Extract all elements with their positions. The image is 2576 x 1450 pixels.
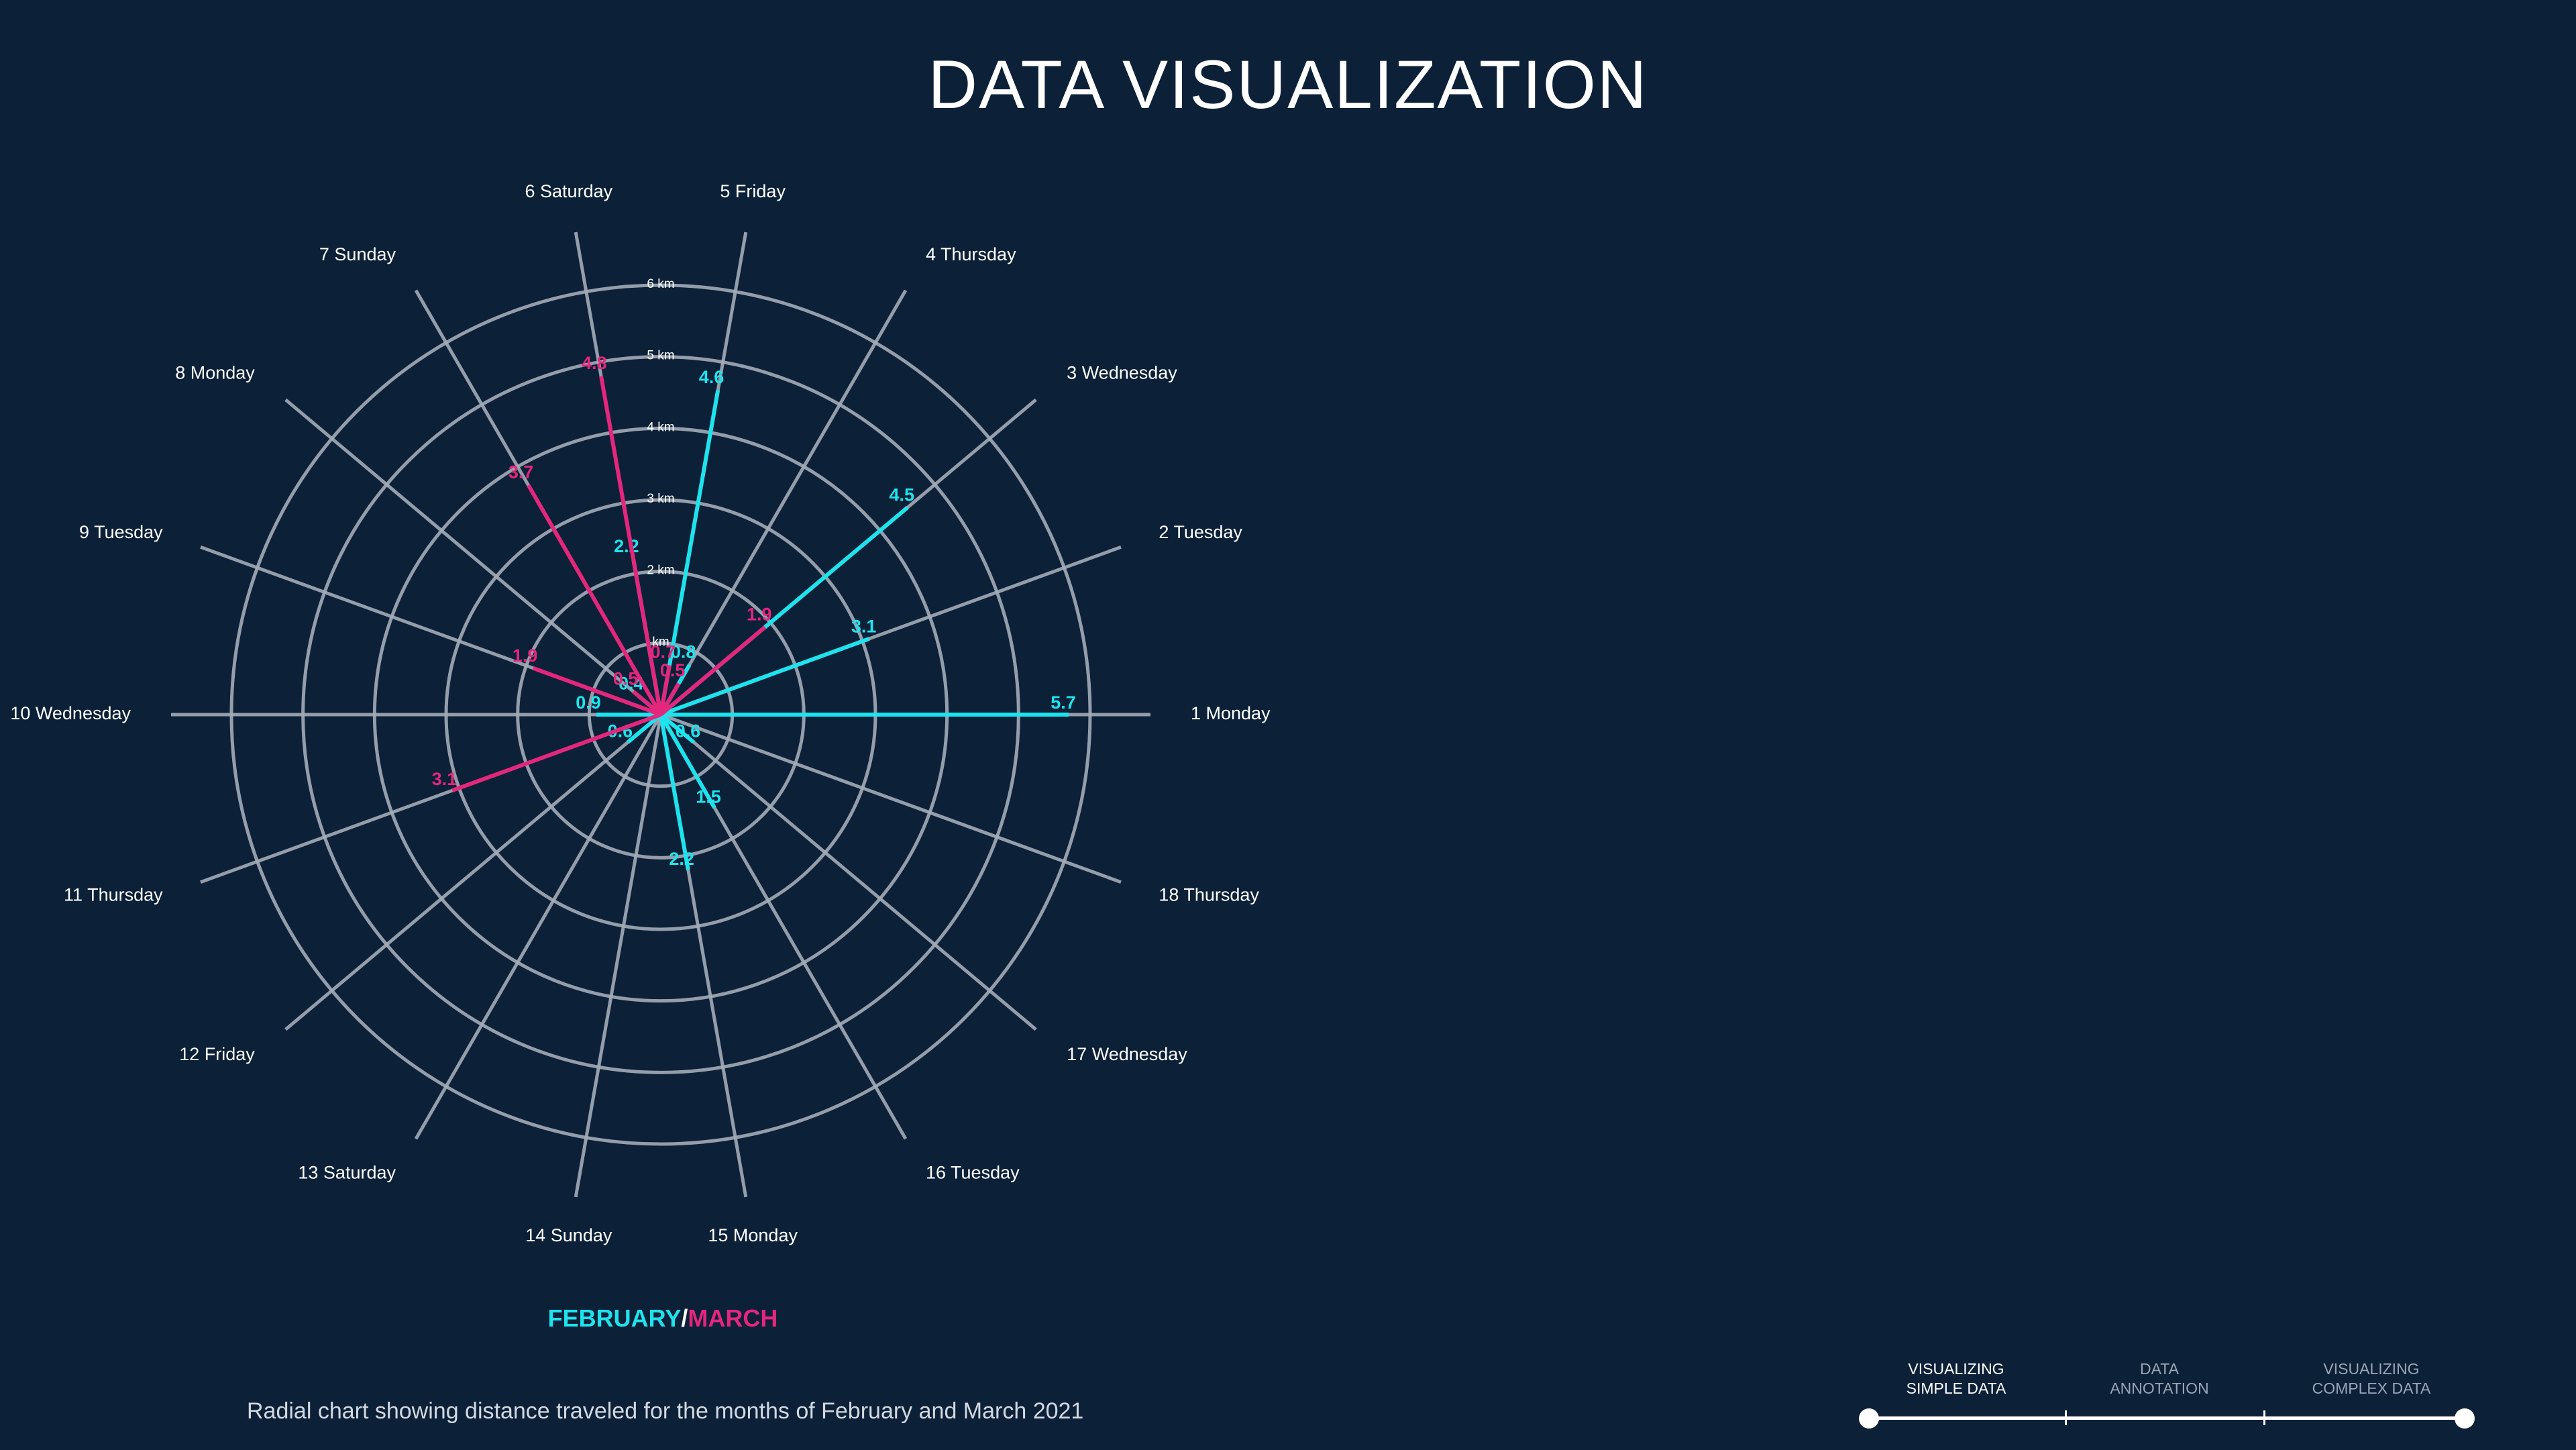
data-bar-march: [659, 664, 672, 715]
grid-spoke: [284, 713, 662, 1031]
nav-step-label-line1: VISUALIZING: [2323, 1360, 2420, 1378]
data-bar-february: [659, 637, 870, 717]
ring-label: 4 km: [647, 420, 674, 434]
progress-track: [1869, 1416, 2465, 1420]
legend-march: MARCH: [688, 1304, 778, 1332]
grid-spoke: [660, 713, 1122, 884]
data-label-march: 0.7: [651, 642, 676, 662]
data-bar-march: [632, 690, 662, 717]
grid-spoke: [659, 713, 1037, 1031]
day-label: 15 Monday: [708, 1225, 798, 1245]
day-label: 2 Tuesday: [1159, 522, 1242, 542]
chart-legend: FEBRUARY/MARCH: [0, 1304, 1326, 1333]
data-label-february: 2.2: [614, 536, 639, 556]
data-label-march: 1.9: [513, 645, 538, 666]
page-title: DATA VISUALIZATION: [928, 46, 1648, 123]
day-label: 7 Sunday: [319, 244, 396, 264]
nav-step-label-line2: SIMPLE DATA: [1906, 1380, 2006, 1397]
day-label: 12 Friday: [179, 1044, 255, 1064]
data-bar-february: [659, 390, 720, 715]
progress-tick: [2263, 1410, 2265, 1425]
data-bar-february: [659, 714, 690, 870]
data-label-february: 4.5: [889, 484, 914, 505]
data-bar-february: [627, 713, 662, 744]
grid-spoke: [284, 398, 662, 716]
progress-start-knob[interactable]: [1859, 1408, 1879, 1429]
data-label-february: 3.1: [851, 616, 877, 636]
data-bar-march: [659, 682, 681, 716]
data-label-march: 4.8: [582, 353, 607, 373]
day-label: 18 Thursday: [1159, 884, 1259, 904]
day-label: 5 Friday: [720, 181, 786, 201]
data-label-february: 0.9: [576, 692, 601, 713]
day-label: 17 Wednesday: [1067, 1044, 1187, 1064]
data-label-march: 3.7: [508, 462, 534, 482]
ring-label: 3 km: [647, 492, 674, 506]
nav-step-label-line2: COMPLEX DATA: [2312, 1380, 2431, 1397]
data-label-february: 2.2: [669, 849, 694, 869]
nav-step-visualizing-complex-data[interactable]: VISUALIZING COMPLEX DATA: [2271, 1359, 2472, 1398]
progress-nav: VISUALIZING SIMPLE DATA DATA ANNOTATION …: [1851, 1355, 2482, 1436]
day-label: 3 Wednesday: [1067, 362, 1177, 382]
progress-tick: [2065, 1410, 2067, 1425]
data-label-february: 1.5: [696, 786, 721, 807]
grid-spoke: [659, 289, 908, 716]
data-label-february: 0.6: [676, 721, 701, 741]
nav-step-label-line2: ANNOTATION: [2110, 1380, 2209, 1397]
data-bar-march: [659, 625, 767, 717]
data-bar-march: [527, 484, 663, 716]
grid-spoke: [414, 713, 663, 1140]
nav-step-visualizing-simple-data[interactable]: VISUALIZING SIMPLE DATA: [1856, 1359, 2057, 1398]
legend-february: FEBRUARY: [547, 1304, 682, 1332]
day-label: 9 Tuesday: [79, 522, 163, 542]
day-label: 16 Tuesday: [926, 1162, 1020, 1182]
nav-step-label-line1: VISUALIZING: [1908, 1360, 2004, 1378]
ring-label: 5 km: [647, 349, 674, 363]
ring-label: 2 km: [647, 564, 674, 578]
data-bar-march: [451, 713, 662, 792]
day-label: 4 Thursday: [926, 244, 1016, 264]
day-label: 10 Wednesday: [10, 703, 131, 723]
data-label-march: 0.5: [613, 669, 639, 689]
day-label: 6 Saturday: [525, 181, 613, 201]
data-bar-march: [532, 666, 662, 717]
nav-step-data-annotation[interactable]: DATA ANNOTATION: [2059, 1359, 2260, 1398]
nav-step-label-line1: DATA: [2140, 1360, 2179, 1378]
data-bar-february: [659, 713, 695, 744]
data-label-march: 0.5: [660, 660, 686, 680]
data-label-february: 5.7: [1051, 692, 1076, 713]
data-label-march: 1.9: [747, 605, 772, 625]
data-bar-march: [599, 376, 663, 715]
day-label: 13 Saturday: [298, 1162, 396, 1182]
day-label: 11 Thursday: [64, 884, 163, 904]
day-label: 8 Monday: [175, 362, 255, 382]
legend-separator: /: [681, 1304, 688, 1332]
grid-spoke: [574, 714, 663, 1198]
chart-caption: Radial chart showing distance traveled f…: [247, 1398, 1084, 1424]
data-label-march: 3.1: [432, 769, 458, 789]
data-bar-february: [659, 713, 716, 809]
day-label: 1 Monday: [1191, 703, 1271, 723]
ring-label: km: [652, 635, 669, 649]
progress-end-knob[interactable]: [2455, 1408, 2475, 1429]
day-label: 14 Sunday: [525, 1225, 612, 1245]
radial-chart: km 2 km 3 km 4 km 5 km 6 km 1 Monday 2 Tuesday 3…: [10, 181, 1271, 1245]
ring-label: 6 km: [647, 277, 674, 291]
data-label-february: 4.6: [699, 367, 724, 387]
